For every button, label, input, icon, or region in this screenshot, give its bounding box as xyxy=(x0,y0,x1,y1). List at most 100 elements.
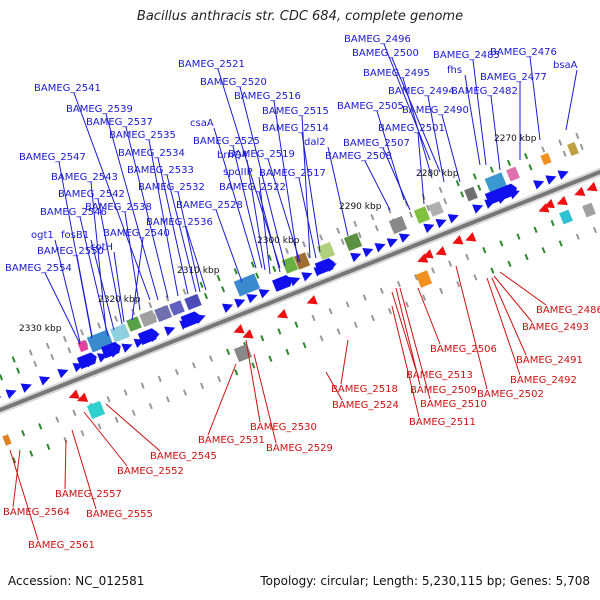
feature-block[interactable] xyxy=(2,434,12,446)
gene-label-forward[interactable]: BAMEG_2476 xyxy=(490,47,557,58)
forward-arrow[interactable] xyxy=(221,300,235,313)
forward-arrow[interactable] xyxy=(57,365,70,379)
gene-label-forward[interactable]: BAMEG_2543 xyxy=(51,172,118,183)
feature-block[interactable] xyxy=(281,256,299,274)
gene-label-forward[interactable]: BAMEG_2515 xyxy=(262,106,329,117)
forward-arrow[interactable] xyxy=(164,323,177,336)
forward-arrow[interactable] xyxy=(246,290,259,304)
forward-arrow[interactable] xyxy=(100,340,123,359)
feature-block[interactable] xyxy=(464,186,478,202)
gene-label-forward[interactable]: BAMEG_2514 xyxy=(262,123,329,134)
gene-label-reverse[interactable]: BAMEG_2530 xyxy=(250,422,317,433)
gene-label-forward[interactable]: ogt1 xyxy=(31,230,54,241)
gene-label-forward[interactable]: BAMEG_2540 xyxy=(103,228,170,239)
feature-block[interactable] xyxy=(506,166,520,182)
feature-block[interactable] xyxy=(184,293,202,311)
reverse-arrow[interactable] xyxy=(463,232,477,245)
feature-block[interactable] xyxy=(233,273,261,297)
gene-label-forward[interactable]: cotH xyxy=(90,242,113,253)
reverse-arrow[interactable] xyxy=(305,295,318,308)
gene-label-forward[interactable]: BAMEG_2547 xyxy=(19,152,86,163)
gene-label-forward[interactable]: BAMEG_2494 xyxy=(388,86,455,97)
gene-label-forward[interactable]: BAMEG_2546 xyxy=(40,207,107,218)
reverse-arrow[interactable] xyxy=(275,309,288,322)
forward-arrow[interactable] xyxy=(272,274,294,292)
forward-arrow[interactable] xyxy=(533,177,546,190)
gene-label-forward[interactable]: BAMEG_2500 xyxy=(352,48,419,59)
reverse-arrow[interactable] xyxy=(450,235,464,248)
reverse-arrow[interactable] xyxy=(232,324,245,337)
gene-label-forward[interactable]: BAMEG_2537 xyxy=(86,117,153,128)
gene-label-forward[interactable]: BAMEG_2490 xyxy=(402,105,469,116)
feature-block[interactable] xyxy=(415,270,433,288)
gene-label-reverse[interactable]: BAMEG_2545 xyxy=(150,451,217,462)
gene-label-reverse[interactable]: BAMEG_2531 xyxy=(198,435,265,446)
forward-arrow[interactable] xyxy=(314,257,337,275)
gene-label-forward[interactable]: fosB1 xyxy=(61,230,89,241)
gene-label-reverse[interactable]: BAMEG_2513 xyxy=(406,370,473,381)
forward-arrow[interactable] xyxy=(497,182,519,201)
gene-label-forward[interactable]: bsaA xyxy=(553,60,578,71)
forward-arrow[interactable] xyxy=(20,380,34,393)
feature-block[interactable] xyxy=(126,316,142,332)
forward-arrow[interactable] xyxy=(38,373,52,386)
gene-label-forward[interactable]: BAMEG_2533 xyxy=(127,165,194,176)
gene-label-forward[interactable]: brnQ4 xyxy=(217,150,248,161)
feature-block[interactable] xyxy=(559,209,573,225)
forward-arrow[interactable] xyxy=(258,285,272,299)
gene-label-forward[interactable]: BAMEG_2542 xyxy=(58,189,125,200)
gene-label-forward[interactable]: BAMEG_2535 xyxy=(109,130,176,141)
reverse-arrow[interactable] xyxy=(585,181,598,195)
gene-label-forward[interactable]: BAMEG_2554 xyxy=(5,263,72,274)
forward-arrow[interactable] xyxy=(350,249,363,263)
gene-label-forward[interactable]: fhs xyxy=(447,65,462,76)
gene-label-forward[interactable]: BAMEG_2522 xyxy=(219,182,286,193)
gene-label-forward[interactable]: BAMEG_2507 xyxy=(343,138,410,149)
gene-label-forward[interactable]: BAMEG_2485 xyxy=(433,50,500,61)
gene-label-reverse[interactable]: BAMEG_2557 xyxy=(55,489,122,500)
forward-arrow[interactable] xyxy=(472,201,485,214)
gene-label-forward[interactable]: BAMEG_2501 xyxy=(378,123,445,134)
gene-label-forward[interactable]: BAMEG_2520 xyxy=(200,77,267,88)
gene-label-forward[interactable]: BAMEG_2539 xyxy=(66,104,133,115)
gene-label-reverse[interactable]: BAMEG_2529 xyxy=(266,443,333,454)
forward-arrow[interactable] xyxy=(374,239,387,253)
gene-label-reverse[interactable]: BAMEG_2506 xyxy=(430,344,497,355)
feature-block[interactable] xyxy=(343,232,363,252)
reverse-arrow[interactable] xyxy=(75,392,89,406)
gene-label-reverse[interactable]: BAMEG_2518 xyxy=(331,384,398,395)
forward-arrow[interactable] xyxy=(121,340,134,353)
forward-arrow[interactable] xyxy=(435,215,448,229)
gene-label-forward[interactable]: BAMEG_2532 xyxy=(138,182,205,193)
gene-label-forward[interactable]: BAMEG_2534 xyxy=(118,148,185,159)
forward-arrow[interactable] xyxy=(447,210,461,224)
forward-arrow[interactable] xyxy=(137,327,160,345)
forward-arrow[interactable] xyxy=(398,230,412,243)
gene-label-forward[interactable]: BAMEG_2538 xyxy=(85,202,152,213)
gene-label-reverse[interactable]: BAMEG_2486 xyxy=(536,305,600,316)
feature-block[interactable] xyxy=(154,304,173,323)
reverse-arrow[interactable] xyxy=(434,246,447,259)
forward-arrow[interactable] xyxy=(545,172,558,185)
gene-label-forward[interactable]: BAMEG_2525 xyxy=(193,136,260,147)
gene-label-forward[interactable]: BAMEG_2496 xyxy=(344,34,411,45)
gene-label-forward[interactable]: BAMEG_2541 xyxy=(34,83,101,94)
gene-label-reverse[interactable]: BAMEG_2511 xyxy=(409,417,476,428)
gene-label-reverse[interactable]: BAMEG_2561 xyxy=(28,540,95,551)
gene-label-reverse[interactable]: BAMEG_2510 xyxy=(420,399,487,410)
feature-block[interactable] xyxy=(169,300,185,316)
gene-label-forward[interactable]: BAMEG_2482 xyxy=(451,86,518,97)
feature-block[interactable] xyxy=(388,215,408,235)
gene-label-forward[interactable]: BAMEG_2477 xyxy=(480,72,547,83)
gene-label-forward[interactable]: BAMEG_2528 xyxy=(176,200,243,211)
forward-arrow[interactable] xyxy=(180,310,203,329)
reverse-arrow[interactable] xyxy=(241,329,254,342)
feature-block[interactable] xyxy=(316,241,336,261)
gene-label-forward[interactable]: BAMEG_2517 xyxy=(259,168,326,179)
gene-label-reverse[interactable]: BAMEG_2493 xyxy=(522,322,589,333)
feature-block[interactable] xyxy=(139,309,158,328)
gene-label-forward[interactable]: BAMEG_2536 xyxy=(146,217,213,228)
gene-label-reverse[interactable]: BAMEG_2564 xyxy=(3,507,70,518)
forward-arrow[interactable] xyxy=(301,269,314,282)
feature-block[interactable] xyxy=(109,323,131,343)
